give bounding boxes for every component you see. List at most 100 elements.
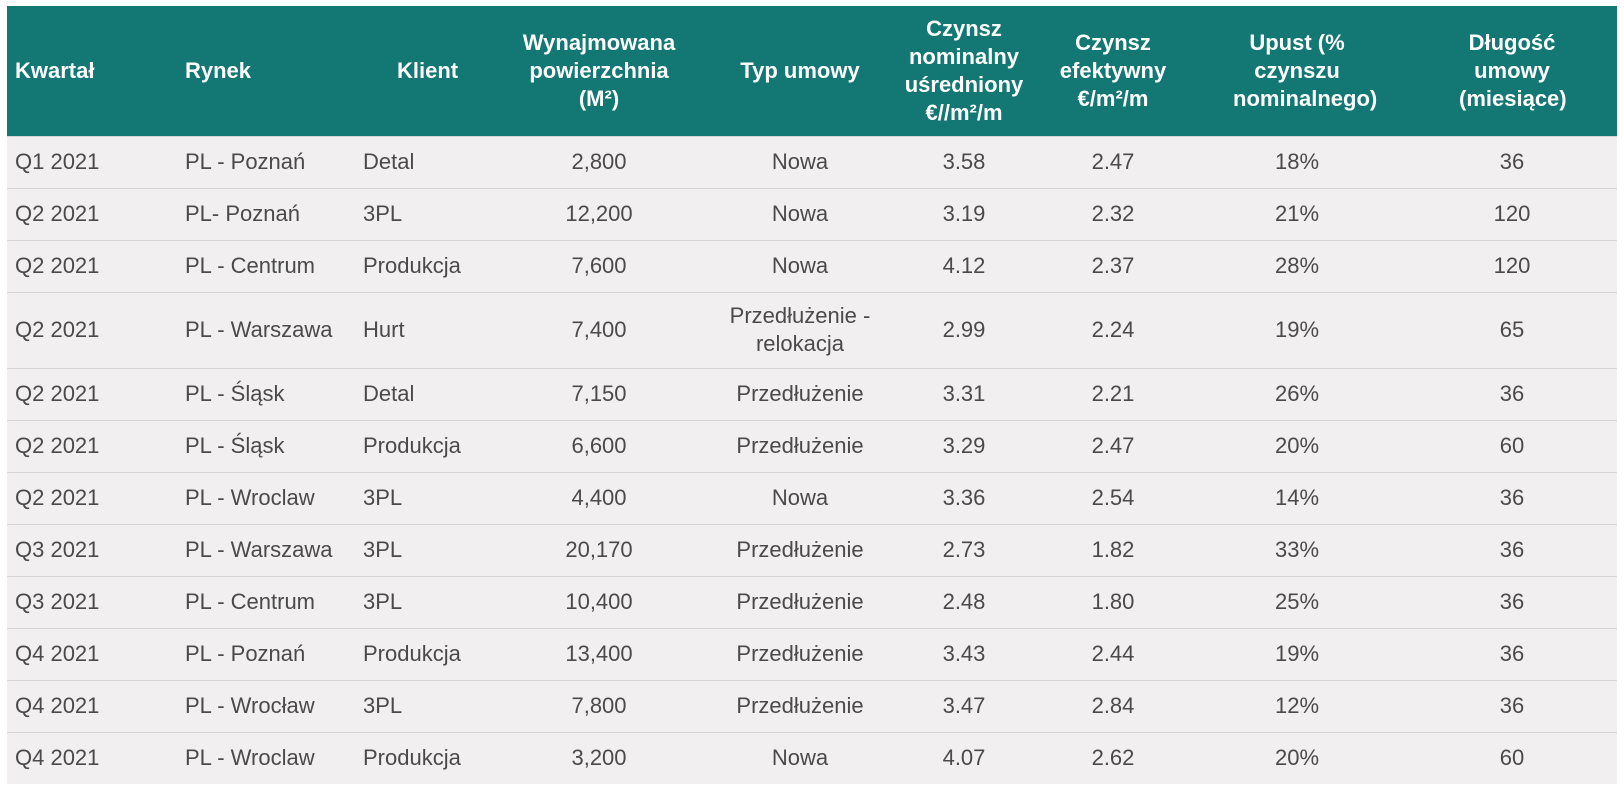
cell-market: PL - Centrum xyxy=(185,253,316,278)
cell-lease-length: 36 xyxy=(1499,381,1525,406)
cell-client: Produkcja xyxy=(363,641,461,666)
cell-lease-length: 36 xyxy=(1499,641,1525,666)
cell-client: Detal xyxy=(363,149,415,174)
cell-discount: 19% xyxy=(1274,317,1320,342)
cell-lease-length: 36 xyxy=(1499,693,1525,718)
table-row: Q2 2021 PL - Warszawa Hurt 7,400 Przedłużeni… xyxy=(7,292,1617,368)
cell-discount: 20% xyxy=(1274,433,1320,458)
cell-nominal-rent: 3.47 xyxy=(942,693,986,718)
cell-client: Produkcja xyxy=(363,253,461,278)
cell-lease-type: Przedłużenie xyxy=(736,433,864,458)
cell-nominal-rent: 3.36 xyxy=(942,485,986,510)
cell-quarter: Q4 2021 xyxy=(15,693,100,718)
cell-nominal-rent: 2.99 xyxy=(942,317,986,342)
cell-effective-rent: 2.84 xyxy=(1091,693,1135,718)
cell-effective-rent: 2.54 xyxy=(1091,485,1135,510)
cell-effective-rent: 2.47 xyxy=(1091,149,1135,174)
cell-discount: 19% xyxy=(1274,641,1320,666)
cell-discount: 25% xyxy=(1274,589,1320,614)
cell-lease-type: Nowa xyxy=(771,485,829,510)
cell-discount: 12% xyxy=(1274,693,1320,718)
cell-nominal-rent: 4.12 xyxy=(942,253,986,278)
table-row: Q2 2021 PL - Śląsk Detal 7,150 Przedłużenie 3… xyxy=(7,368,1617,420)
cell-discount: 20% xyxy=(1274,745,1320,771)
cell-client: 3PL xyxy=(363,589,403,614)
cell-effective-rent: 1.80 xyxy=(1091,589,1135,614)
cell-market: PL - Warszawa xyxy=(185,537,333,562)
cell-lease-type: Nowa xyxy=(771,745,829,771)
header-lease-type: Typ umowy xyxy=(740,57,860,83)
table-row: Q4 2021 PL - Wroclaw Produkcja 3,200 Nowa 4.0… xyxy=(7,732,1617,784)
cell-leased-area: 20,170 xyxy=(565,537,633,562)
cell-client: 3PL xyxy=(363,201,403,226)
cell-leased-area: 7,400 xyxy=(571,317,627,342)
cell-client: 3PL xyxy=(363,537,403,562)
cell-leased-area: 6,600 xyxy=(571,433,627,458)
cell-market: PL - Wroclaw xyxy=(185,485,315,510)
cell-client: Hurt xyxy=(363,317,405,342)
cell-lease-length: 60 xyxy=(1499,433,1525,458)
cell-quarter: Q2 2021 xyxy=(15,201,100,226)
cell-lease-type: Nowa xyxy=(771,201,829,226)
table-row: Q3 2021 PL - Warszawa 3PL 20,170 Przedłużeni… xyxy=(7,524,1617,576)
table-row: Q2 2021 PL - Centrum Produkcja 7,600 Nowa 4.1… xyxy=(7,240,1617,292)
cell-leased-area: 7,600 xyxy=(571,253,627,278)
cell-leased-area: 7,800 xyxy=(571,693,627,718)
table-row: Q3 2021 PL - Centrum 3PL 10,400 Przedłużenie… xyxy=(7,576,1617,628)
lease-transactions-table: Kwartał Rynek Klient Wynajmowana powierz… xyxy=(7,6,1617,784)
cell-effective-rent: 2.21 xyxy=(1091,381,1135,406)
cell-discount: 18% xyxy=(1274,149,1320,174)
table-row: Q1 2021 PL - Poznań Detal 2,800 Nowa 3.58 2.47… xyxy=(7,136,1617,188)
cell-client: 3PL xyxy=(363,485,403,510)
lease-table-container: Kwartał Rynek Klient Wynajmowana powierz… xyxy=(7,6,1617,784)
cell-lease-length: 36 xyxy=(1499,485,1525,510)
cell-effective-rent: 2.62 xyxy=(1091,745,1135,771)
cell-lease-length: 120 xyxy=(1493,253,1531,278)
header-lease-length: Długość umowy (miesiące) xyxy=(1459,29,1567,111)
cell-lease-type: Nowa xyxy=(771,149,829,174)
header-leased-area: Wynajmowana powierzchnia (M²) xyxy=(522,29,676,111)
cell-market: PL - Poznań xyxy=(185,641,306,666)
header-quarter: Kwartał xyxy=(15,57,95,83)
cell-discount: 28% xyxy=(1274,253,1320,278)
cell-quarter: Q3 2021 xyxy=(15,537,100,562)
cell-lease-type: Przedłużenie xyxy=(736,589,864,614)
cell-effective-rent: 1.82 xyxy=(1091,537,1135,562)
cell-market: PL - Wrocław xyxy=(185,693,315,718)
cell-client: Produkcja xyxy=(363,745,461,771)
table-row: Q2 2021 PL - Wroclaw 3PL 4,400 Nowa 3.36 2.54 1… xyxy=(7,472,1617,524)
cell-lease-type: Przedłużenie xyxy=(736,381,864,406)
cell-nominal-rent: 3.31 xyxy=(942,381,986,406)
cell-lease-length: 120 xyxy=(1493,201,1531,226)
cell-leased-area: 2,800 xyxy=(571,149,627,174)
cell-leased-area: 10,400 xyxy=(565,589,633,614)
cell-quarter: Q2 2021 xyxy=(15,381,100,406)
cell-quarter: Q4 2021 xyxy=(15,745,100,771)
header-discount: Upust (% czynszu nominalnego) xyxy=(1233,29,1378,111)
cell-quarter: Q1 2021 xyxy=(15,149,100,174)
cell-lease-type: Przedłużenie xyxy=(736,693,864,718)
header-effective-rent: Czynsz efektywny €/m²/m xyxy=(1059,29,1167,111)
header-market: Rynek xyxy=(185,57,252,83)
cell-quarter: Q4 2021 xyxy=(15,641,100,666)
cell-leased-area: 12,200 xyxy=(565,201,633,226)
cell-effective-rent: 2.37 xyxy=(1091,253,1135,278)
table-row: Q4 2021 PL - Poznań Produkcja 13,400 Przedłu… xyxy=(7,628,1617,680)
cell-nominal-rent: 3.43 xyxy=(942,641,986,666)
table-body: Q1 2021 PL - Poznań Detal 2,800 Nowa 3.58 2.47… xyxy=(7,136,1617,784)
table-row: Q2 2021 PL- Poznań 3PL 12,200 Nowa 3.19 2.32 21… xyxy=(7,188,1617,240)
table-row: Q2 2021 PL - Śląsk Produkcja 6,600 Przedłuże… xyxy=(7,420,1617,472)
cell-leased-area: 4,400 xyxy=(571,485,627,510)
cell-nominal-rent: 4.07 xyxy=(942,745,986,771)
cell-discount: 33% xyxy=(1274,537,1320,562)
cell-lease-type: Przedłużenie - relokacja xyxy=(729,303,871,356)
cell-nominal-rent: 3.58 xyxy=(942,149,986,174)
table-row: Q4 2021 PL - Wrocław 3PL 7,800 Przedłużenie 3… xyxy=(7,680,1617,732)
header-nominal-rent: Czynsz nominalny uśredniony €//m²/m xyxy=(904,15,1024,125)
cell-client: 3PL xyxy=(363,693,403,718)
cell-effective-rent: 2.44 xyxy=(1091,641,1135,666)
cell-lease-length: 36 xyxy=(1499,589,1525,614)
cell-discount: 21% xyxy=(1274,201,1320,226)
cell-quarter: Q2 2021 xyxy=(15,433,100,458)
cell-lease-length: 36 xyxy=(1499,149,1525,174)
